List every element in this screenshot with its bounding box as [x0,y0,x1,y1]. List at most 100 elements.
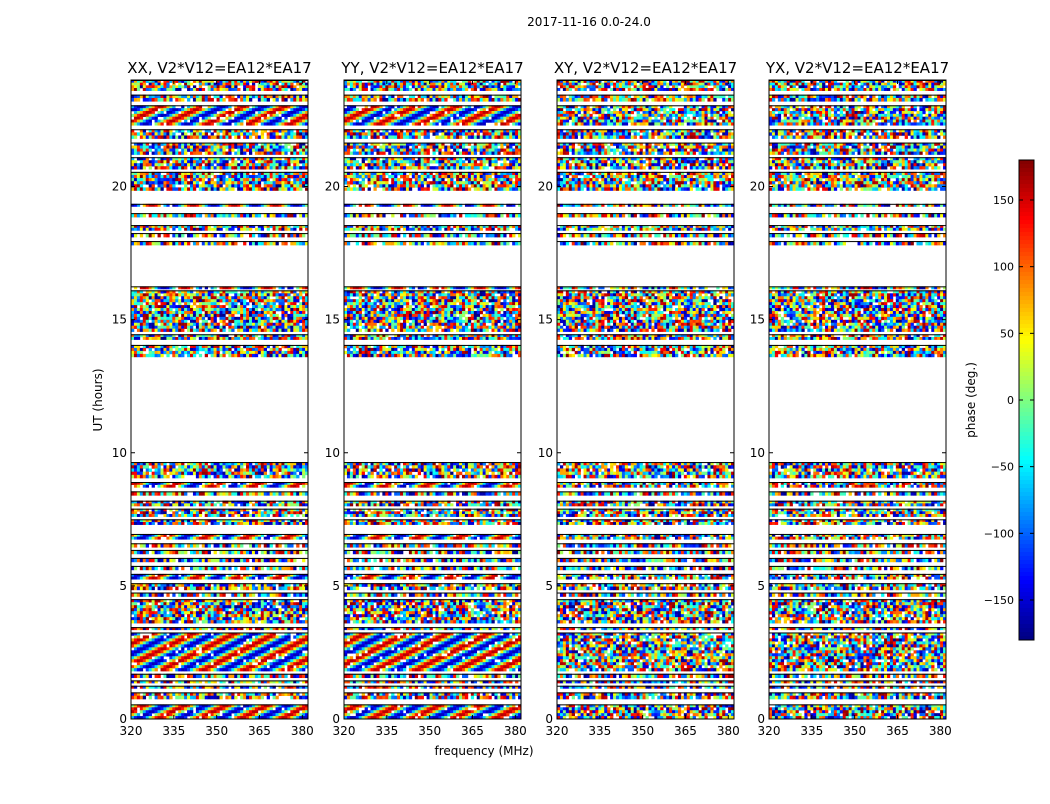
heatmap-cell [299,286,303,290]
heatmap-cell [293,692,297,697]
heatmap-cell [151,181,155,185]
heatmap-cell [210,482,214,485]
heatmap-cell [169,659,173,663]
heatmap-cell [249,533,253,537]
heatmap-cell [184,557,188,563]
heatmap-cell [290,484,294,488]
heatmap-cell [187,608,191,612]
heatmap-cell [266,491,270,496]
heatmap-cell [216,308,220,312]
heatmap-cell [151,668,155,672]
heatmap-cell [281,178,285,182]
heatmap-cell [243,344,247,349]
heatmap-cell [234,635,238,639]
heatmap-cell [275,638,279,642]
heatmap-cell [290,328,294,332]
heatmap-cell [254,290,259,294]
heatmap-cell [139,638,144,642]
heatmap-cell [139,650,144,654]
heatmap-cell [187,647,191,651]
heatmap-cell [172,611,176,615]
heatmap-cell [172,290,176,294]
heatmap-cell [133,611,138,615]
heatmap-cell [184,310,188,315]
heatmap-cell [287,468,291,472]
heatmap-cell [154,583,158,587]
heatmap-cell [257,713,262,717]
heatmap-cell [278,233,282,238]
heatmap-cell [305,710,309,714]
heatmap-cell [166,549,170,555]
heatmap-cell [219,592,223,597]
heatmap-cell [296,484,300,488]
heatmap-cell [263,627,267,631]
heatmap-cell [216,685,220,689]
heatmap-cell [139,565,144,571]
heatmap-cell [290,187,294,191]
heatmap-cell [178,305,182,309]
heatmap-cell [278,583,282,587]
heatmap-cell [237,513,241,517]
heatmap-cell [260,710,265,714]
heatmap-cell [204,557,208,563]
heatmap-cell [237,608,241,612]
heatmap-cell [284,468,288,472]
heatmap-cell [187,586,191,591]
heatmap-cell [269,468,273,472]
heatmap-cell [184,347,188,352]
heatmap-cell [201,620,206,624]
heatmap-cell [293,316,297,321]
heatmap-cell [136,536,141,540]
heatmap-cell [284,685,288,689]
heatmap-cell [222,171,226,176]
heatmap-cell [210,641,214,645]
heatmap-cell [281,233,285,238]
heatmap-cell [169,533,173,537]
heatmap-cell [251,668,256,672]
heatmap-cell [243,513,247,517]
heatmap-cell [192,521,197,525]
band-separator [131,233,308,235]
heatmap-cell [278,608,282,612]
heatmap-cell [281,482,285,485]
heatmap-cell [169,641,173,645]
heatmap-cell [145,543,149,548]
heatmap-cell [213,665,217,669]
heatmap-cell [207,296,211,300]
heatmap-cell [231,707,235,711]
heatmap-cell [257,557,262,563]
heatmap-cell [243,599,247,603]
heatmap-cell [237,611,241,615]
heatmap-cell [222,608,226,612]
heatmap-cell [169,508,173,512]
heatmap-cell [254,227,259,231]
heatmap-cell [234,465,238,469]
heatmap-cell [257,627,262,631]
heatmap-cell [260,225,265,229]
heatmap-cell [172,576,176,580]
heatmap-cell [210,602,214,606]
heatmap-cell [204,286,208,290]
heatmap-cell [228,573,232,577]
heatmap-cell [284,656,288,660]
heatmap-cell [299,704,303,708]
heatmap-cell [163,620,167,624]
heatmap-cell [190,296,194,300]
heatmap-cell [231,503,235,507]
heatmap-cell [160,662,164,666]
heatmap-cell [133,576,138,580]
heatmap-cell [275,347,279,352]
heatmap-cell [284,465,288,469]
heatmap-cell [163,178,167,182]
heatmap-cell [133,707,138,711]
heatmap-cell [154,641,158,645]
heatmap-cell [290,316,294,321]
heatmap-cell [160,157,164,161]
heatmap-cell [305,302,309,306]
heatmap-cell [260,599,265,603]
heatmap-cell [290,644,294,648]
heatmap-cell [225,233,229,238]
heatmap-cell [254,641,259,645]
heatmap-cell [139,290,144,294]
heatmap-cell [225,468,229,472]
